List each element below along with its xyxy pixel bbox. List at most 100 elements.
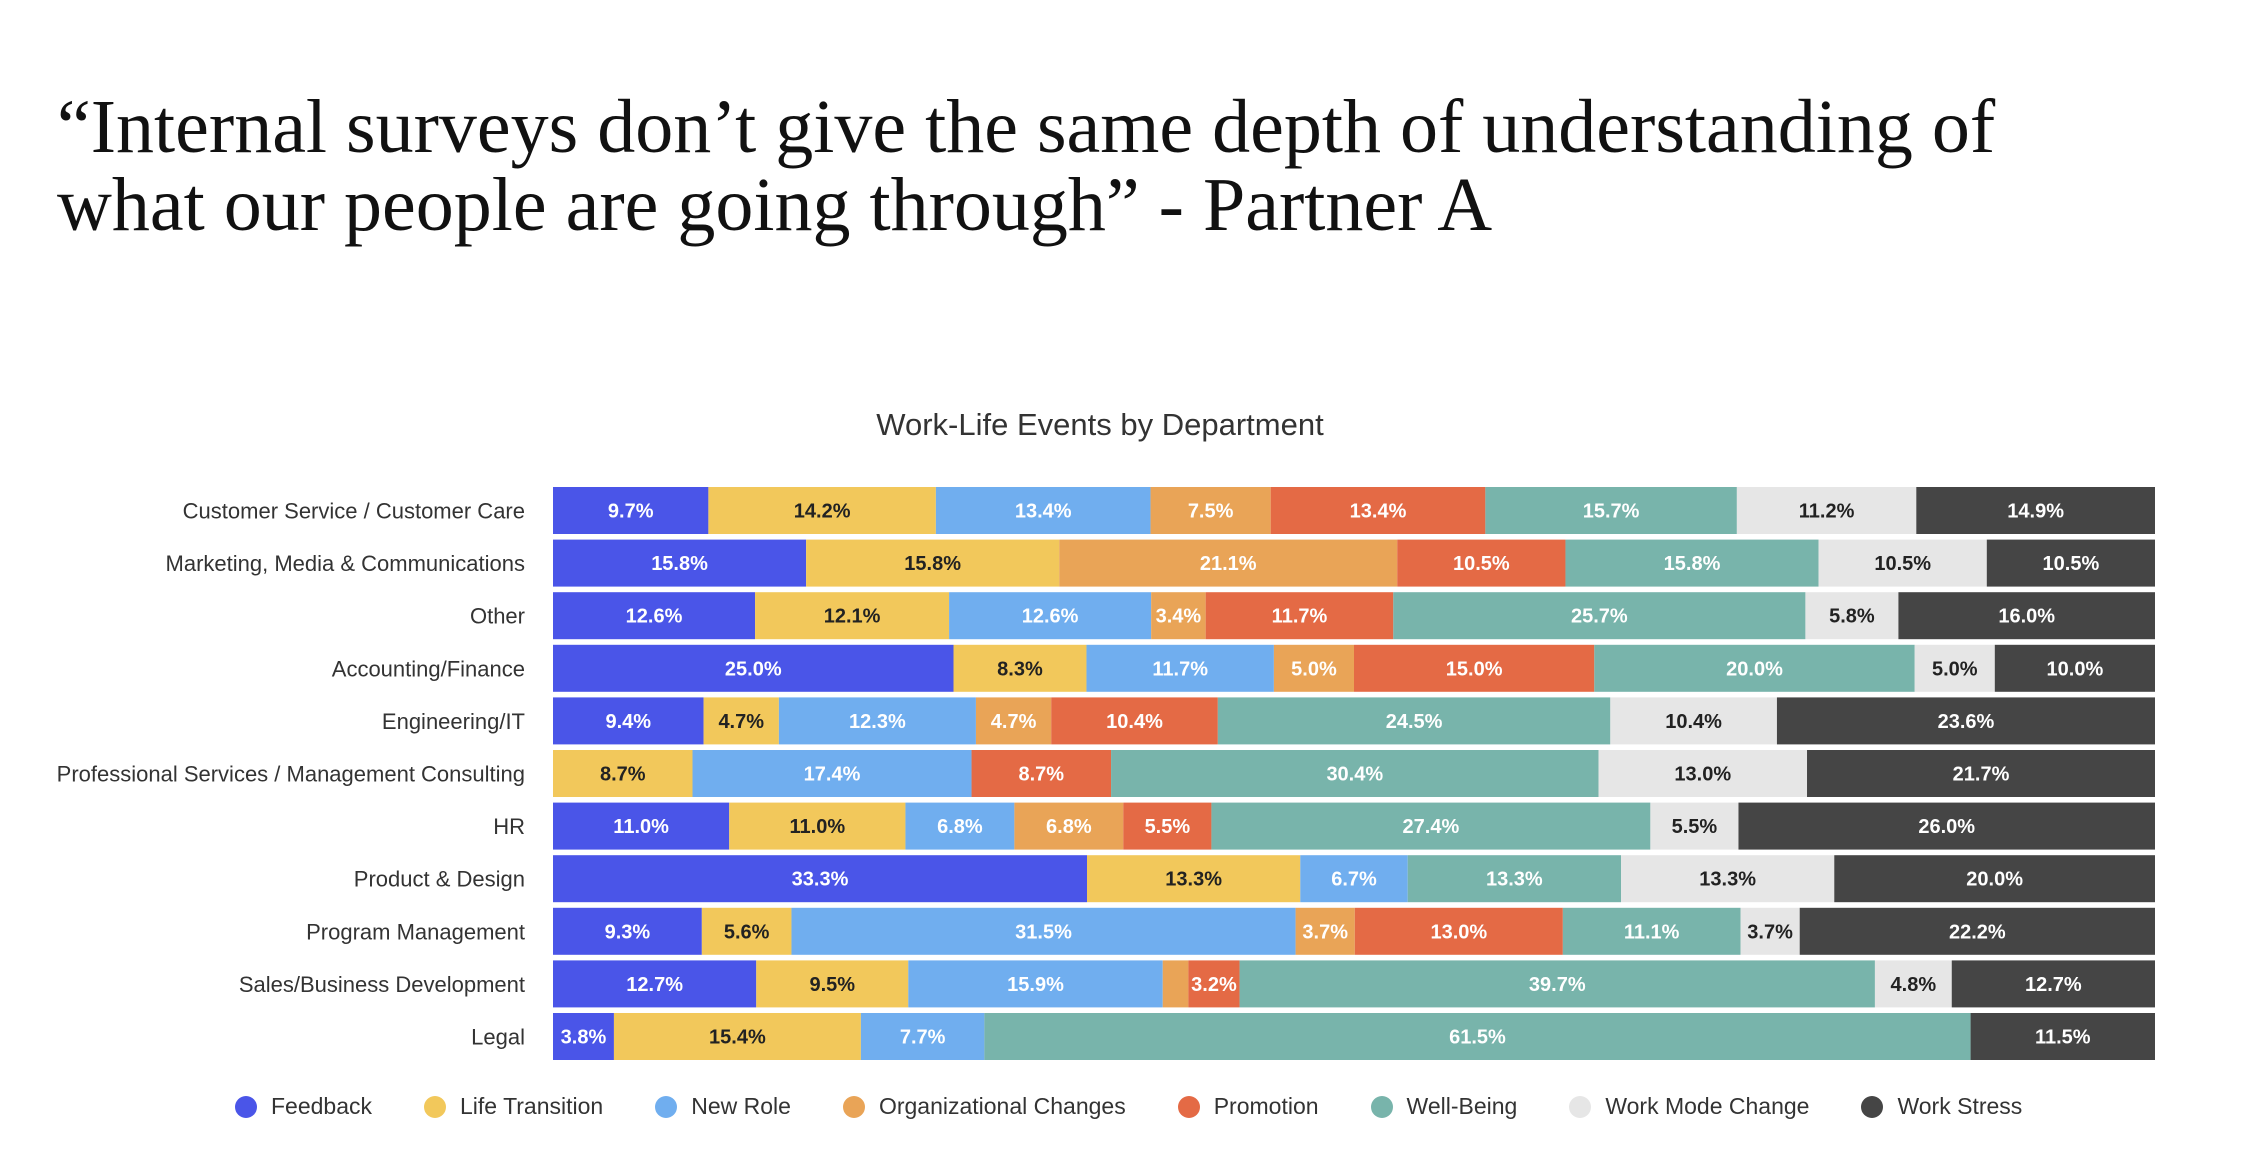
bar-segment [553,855,1087,903]
data-label: 10.4% [1665,711,1722,733]
data-label: 12.6% [1022,606,1079,628]
bar-segment [1598,750,1808,797]
bar-segment [553,802,730,850]
data-label: 25.0% [725,658,782,680]
bar-segment [1650,802,1739,850]
category-label: Sales/Business Development [239,972,525,997]
data-label: 3.7% [1302,921,1348,943]
data-label: 3.4% [1156,606,1202,628]
bar-segment [692,750,972,797]
bar-segment [553,644,954,692]
legend-label: New Role [691,1093,791,1119]
bar-segment [703,697,779,745]
bar-segment [1270,487,1486,534]
quote-text: “Internal surveys don’t give the same de… [57,88,2207,244]
bar-segment [1736,487,1917,534]
bar-segment [1205,592,1394,640]
data-label: 22.2% [1949,921,2006,943]
data-label: 7.5% [1188,501,1234,523]
data-label: 33.3% [792,869,849,891]
category-labels: Customer Service / Customer Care Marketin… [57,499,525,1050]
legend-item: Life Transition [424,1093,603,1120]
bar-segment [613,1013,861,1060]
quote-line-1: “Internal surveys don’t give the same de… [57,85,1996,169]
bar-segment [1740,907,1800,955]
data-label: 11.7% [1272,606,1328,628]
bar-segment [1805,592,1899,640]
chart-title: Work-Life Events by Department [876,407,1324,442]
quote-line-2: what our people are going through” - Par… [57,163,1493,247]
legend-swatch [235,1095,257,1118]
bar-segment [1239,960,1875,1008]
data-label: 5.5% [1145,816,1191,838]
category-label: Product & Design [354,867,525,892]
data-label: 17.4% [804,764,861,786]
data-label: 10.4% [1106,711,1163,733]
bar-segment [1807,750,2155,797]
data-label: 13.3% [1699,869,1756,891]
data-label: 21.1% [1200,553,1257,575]
data-label: 6.8% [1046,816,1092,838]
data-label: 9.3% [605,921,651,943]
bar-segment [1393,592,1806,640]
bar-segment [1970,1013,2155,1060]
data-label: 12.1% [824,606,881,628]
bar-segment [553,539,807,587]
legend-item: Organizational Changes [842,1093,1126,1120]
bar-segment [1354,644,1595,692]
legend-label: Work Mode Change [1605,1093,1810,1119]
data-label: 10.0% [2047,658,2104,680]
data-label: 14.9% [2007,501,2064,523]
bar-segment [1111,750,1599,797]
bar-segment [1300,855,1408,903]
data-label: 8.7% [600,764,646,786]
data-label: 11.2% [1799,501,1855,523]
bar-segment [1776,697,2155,745]
bar-segment [553,750,693,797]
category-label: Legal [471,1025,525,1050]
category-label: HR [493,814,525,839]
legend-label: Well-Being [1406,1093,1518,1119]
bar-segment [1874,960,1952,1008]
bar-segment [971,750,1112,797]
legend: Feedback Life Transition New Role Organizat… [235,1093,2074,1120]
bar-segment [1738,802,2155,850]
category-label: Customer Service / Customer Care [183,499,525,524]
data-label: 15.9% [1007,974,1064,996]
bar-segment [975,697,1052,745]
data-label: 13.3% [1165,869,1222,891]
data-label: 25.7% [1571,606,1628,628]
bar-segment [708,487,936,534]
data-label: 6.8% [937,816,983,838]
bar-segment [1295,907,1355,955]
bar-segment [1123,802,1212,850]
bar-segment [553,907,702,955]
data-label: 9.7% [608,501,654,523]
legend-label: Organizational Changes [878,1093,1126,1119]
bar-segment [1565,539,1819,587]
bar-segment [1211,802,1651,850]
data-label: 4.7% [718,711,764,733]
data-label: 26.0% [1918,816,1975,838]
legend-swatch [1861,1095,1884,1118]
bar-area: 9.7% 14.2% 13.4% 7.5% 13.4% 15.7% 11.2% 14.9% 15… [553,487,2155,1060]
bar-segment [1986,539,2155,587]
bar-segment [1914,644,1995,692]
data-label: 27.4% [1403,816,1460,838]
data-label: 12.6% [626,606,683,628]
data-label: 11.1% [1624,921,1680,943]
bar-segment [1273,644,1354,692]
bar-segment [1898,592,2155,640]
data-label: 12.7% [626,974,683,996]
data-label: 13.0% [1430,921,1487,943]
legend-item: Feedback [235,1093,372,1120]
data-label: 5.8% [1829,606,1875,628]
category-label: Accounting/Finance [332,656,525,681]
category-label: Other [470,604,525,629]
bar-segment [1151,592,1206,640]
data-label: 11.5% [2035,1027,2091,1049]
data-label: 14.2% [794,501,851,523]
bar-segment [791,907,1296,955]
data-label: 15.4% [709,1027,766,1049]
bar-segment [935,487,1151,534]
